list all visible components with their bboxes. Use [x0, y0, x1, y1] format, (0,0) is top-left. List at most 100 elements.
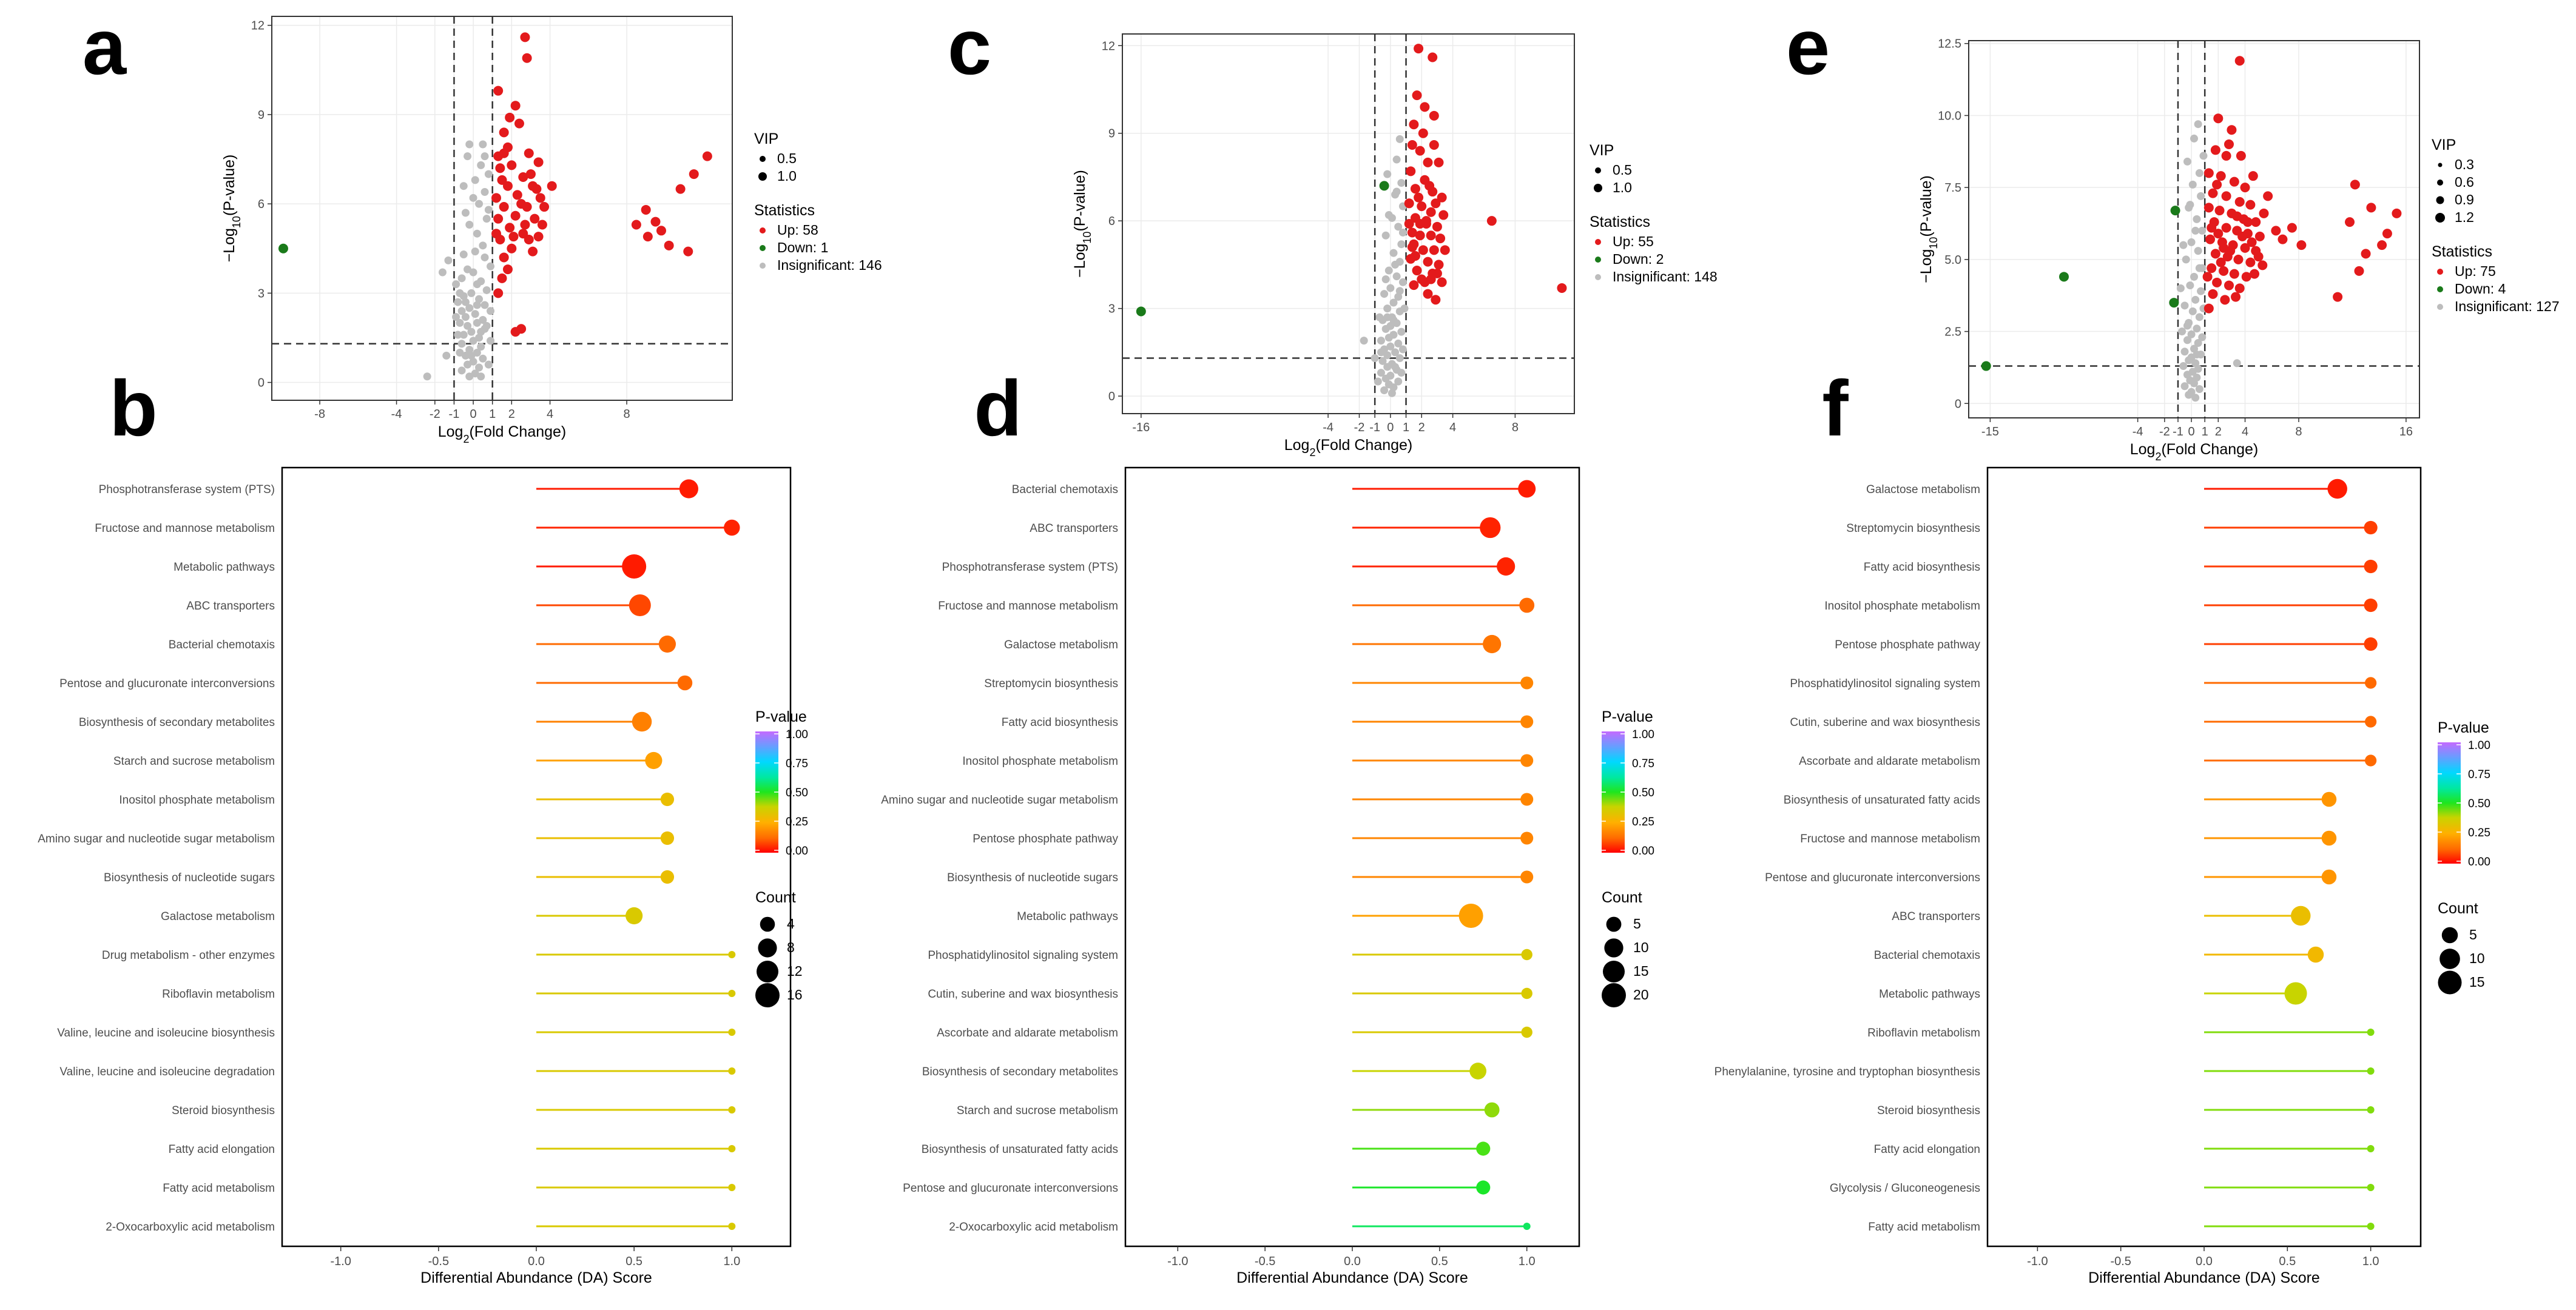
x-tick-label: 0.0: [528, 1255, 545, 1268]
insignificant-point: [2178, 328, 2187, 336]
up-regulated-point: [2207, 223, 2217, 233]
up-regulated-point: [533, 232, 544, 242]
statistics-legend-label: Down: 1: [777, 240, 828, 255]
x-tick-label: 0.5: [2279, 1255, 2296, 1268]
lollipop-point: [677, 675, 693, 691]
x-axis-title: Log2(Fold Change): [2130, 441, 2259, 463]
statistics-legend-key: [2437, 304, 2443, 310]
up-regulated-point: [499, 252, 509, 263]
up-regulated-point: [1417, 201, 1427, 212]
insignificant-point: [1394, 377, 1403, 386]
lollipop-point: [1484, 1102, 1500, 1118]
insignificant-point: [464, 321, 472, 330]
panel-label-f: f: [1822, 364, 1849, 452]
up-regulated-point: [2251, 217, 2261, 227]
x-tick-label: -1.0: [2027, 1255, 2048, 1268]
insignificant-point: [473, 318, 481, 327]
up-regulated-point: [1486, 216, 1497, 226]
count-legend-label: 4: [787, 916, 795, 932]
insignificant-point: [479, 354, 487, 363]
up-regulated-point: [2245, 200, 2256, 210]
y-axis-title: −Log10(P-value): [1918, 175, 1940, 283]
insignificant-point: [1398, 278, 1407, 286]
panel-label-b: b: [109, 364, 157, 452]
lollipop-point: [1520, 754, 1534, 767]
lollipop-point: [1497, 557, 1516, 576]
insignificant-point: [2188, 180, 2197, 189]
x-tick-label: 16: [2399, 425, 2413, 438]
up-regulated-point: [512, 190, 522, 200]
x-axis-title: Log2(Fold Change): [438, 423, 567, 445]
vip-legend-label: 0.3: [2455, 156, 2474, 172]
up-regulated-point: [520, 220, 530, 230]
pathway-label: Galactose metabolism: [1004, 639, 1118, 651]
y-axis-title: −Log10(P-value): [1071, 170, 1093, 278]
up-regulated-point: [2254, 231, 2265, 241]
pathway-label: Fructose and mannose metabolism: [95, 522, 275, 535]
x-tick-label: -2: [2159, 425, 2170, 438]
insignificant-point: [475, 200, 484, 208]
up-regulated-point: [1437, 192, 1447, 203]
insignificant-point: [1384, 334, 1393, 342]
insignificant-point: [438, 268, 447, 277]
lollipop-point: [728, 1145, 736, 1152]
insignificant-point: [2193, 215, 2201, 223]
insignificant-point: [461, 209, 470, 217]
insignificant-point: [471, 176, 479, 184]
colorbar-tick-label: 1.00: [786, 728, 808, 741]
down-regulated-point: [2059, 272, 2069, 282]
y-tick-label: 2.5: [1944, 326, 1961, 339]
colorbar-tick-label: 0.50: [2468, 798, 2490, 810]
insignificant-point: [1392, 155, 1401, 164]
statistics-legend-title: Statistics: [1590, 213, 1650, 230]
insignificant-point: [487, 262, 495, 270]
up-regulated-point: [2216, 257, 2226, 267]
lollipop-point: [2327, 479, 2347, 499]
up-regulated-point: [514, 118, 524, 129]
y-axis-title-part: −Log: [221, 228, 238, 262]
up-regulated-point: [642, 232, 653, 242]
pathway-label: Valine, leucine and isoleucine biosynthe…: [57, 1027, 275, 1040]
pathway-label: Ascorbate and aldarate metabolism: [937, 1027, 1118, 1040]
insignificant-point: [1397, 179, 1406, 187]
up-regulated-point: [2234, 283, 2245, 294]
statistics-legend-key: [760, 227, 766, 233]
insignificant-point: [1375, 313, 1384, 321]
insignificant-point: [2191, 226, 2200, 235]
up-regulated-point: [2221, 191, 2231, 201]
pathway-label: Pentose and glucuronate interconversions: [59, 677, 275, 690]
x-tick-label: 8: [1512, 421, 1519, 434]
insignificant-point: [1380, 386, 1389, 394]
up-regulated-point: [2250, 269, 2260, 279]
insignificant-point: [484, 360, 493, 369]
lollipop-point: [2365, 716, 2377, 728]
colorbar-tick-label: 0.25: [786, 816, 808, 828]
insignificant-point: [1400, 304, 1409, 313]
x-tick-label: 8: [624, 408, 630, 421]
lollipop-point: [2364, 598, 2378, 613]
pathway-label: Phosphotransferase system (PTS): [942, 561, 1118, 574]
y-tick-label: 10.0: [1938, 109, 1961, 123]
up-regulated-point: [2287, 223, 2297, 233]
insignificant-point: [1384, 266, 1393, 275]
insignificant-point: [471, 310, 479, 318]
down-regulated-point: [278, 243, 288, 254]
statistics-legend-key: [2437, 269, 2443, 275]
insignificant-point: [2197, 287, 2205, 295]
pathway-label: Inositol phosphate metabolism: [1824, 600, 1980, 613]
pathway-label: Galactose metabolism: [161, 910, 275, 923]
up-regulated-point: [2240, 183, 2250, 193]
lollipop-point: [1520, 831, 1534, 845]
pathway-label: Streptomycin biosynthesis: [984, 677, 1118, 690]
up-regulated-point: [1426, 207, 1436, 217]
panel-label-e: e: [1786, 2, 1830, 91]
insignificant-point: [2233, 359, 2241, 368]
insignificant-point: [471, 247, 479, 256]
pathway-label: Ascorbate and aldarate metabolism: [1799, 755, 1980, 768]
insignificant-point: [2183, 321, 2191, 330]
up-regulated-point: [2205, 234, 2216, 244]
up-regulated-point: [1440, 245, 1450, 255]
insignificant-point: [1377, 337, 1385, 345]
x-tick-label: 0.0: [2196, 1255, 2213, 1268]
insignificant-point: [1386, 342, 1395, 351]
